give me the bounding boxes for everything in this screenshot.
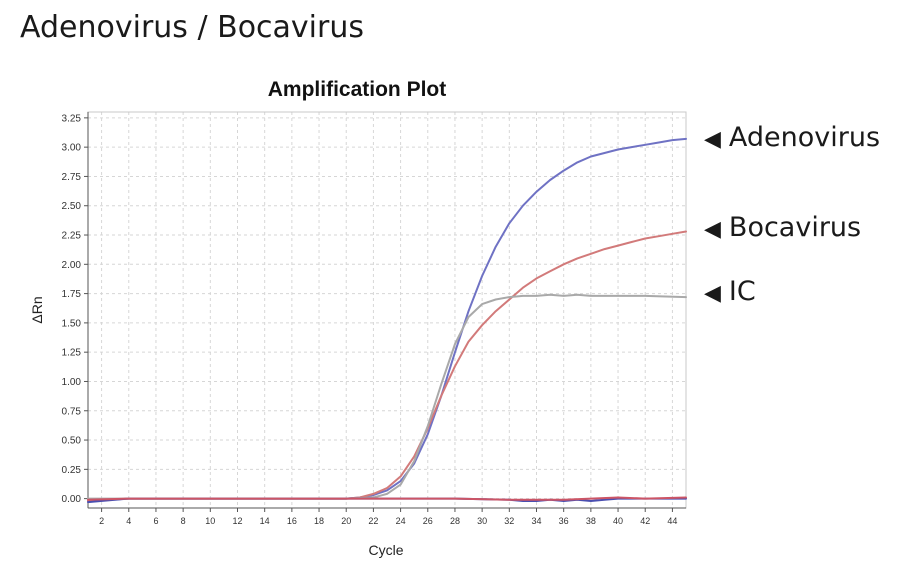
- y-tick-label: 1.00: [62, 377, 82, 388]
- x-tick-label: 28: [450, 516, 460, 526]
- x-tick-label: 32: [504, 516, 514, 526]
- x-tick-label: 10: [205, 516, 215, 526]
- x-tick-label: 14: [260, 516, 270, 526]
- x-tick-label: 40: [613, 516, 623, 526]
- y-tick-label: 0.75: [62, 406, 82, 417]
- x-tick-label: 2: [99, 516, 104, 526]
- y-tick-label: 0.25: [62, 465, 82, 476]
- x-tick-label: 8: [181, 516, 186, 526]
- x-tick-label: 44: [667, 516, 677, 526]
- legend-label-ic: IC: [728, 276, 756, 307]
- x-tick-label: 36: [559, 516, 569, 526]
- y-tick-label: 3.00: [62, 143, 82, 154]
- legend-label-adenovirus: Adenovirus: [728, 122, 881, 153]
- x-tick-label: 42: [640, 516, 650, 526]
- x-axis-label: Cycle: [368, 542, 403, 558]
- x-tick-label: 20: [341, 516, 351, 526]
- y-axis-label: ΔRn: [29, 296, 45, 323]
- y-tick-label: 2.25: [62, 231, 82, 242]
- legend-label-bocavirus: Bocavirus: [728, 212, 862, 243]
- x-tick-label: 30: [477, 516, 487, 526]
- y-tick-label: 2.50: [62, 201, 82, 212]
- y-tick-label: 2.00: [62, 260, 82, 271]
- x-tick-label: 18: [314, 516, 324, 526]
- x-tick-label: 26: [423, 516, 433, 526]
- plot-frame: [87, 111, 687, 509]
- x-tick-label: 16: [287, 516, 297, 526]
- series-line-adenovirus: [87, 137, 687, 502]
- x-tick-label: 12: [232, 516, 242, 526]
- left-arrow-icon: ◀: [704, 217, 721, 242]
- y-tick-label: 2.75: [62, 172, 82, 183]
- legend-item-adenovirus: ◀ Adenovirus: [704, 122, 880, 153]
- series-line-bocavirus: [87, 230, 687, 502]
- y-tick-label: 1.75: [62, 289, 82, 300]
- y-tick-label: 1.25: [62, 348, 82, 359]
- left-arrow-icon: ◀: [704, 127, 721, 152]
- grid: [88, 112, 686, 508]
- x-tick-label: 34: [531, 516, 541, 526]
- x-tick-label: 4: [126, 516, 131, 526]
- series-lines: [87, 137, 687, 504]
- left-arrow-icon: ◀: [704, 281, 721, 306]
- y-tick-label: 0.00: [62, 494, 82, 505]
- y-tick-label: 3.25: [62, 113, 82, 124]
- x-tick-label: 6: [153, 516, 158, 526]
- series-line-baseline-4: [87, 496, 687, 501]
- chart-title: Amplification Plot: [268, 78, 447, 101]
- series-line-ic: [87, 293, 687, 500]
- x-tick-label: 38: [586, 516, 596, 526]
- x-ticks: 2 4 6 8 10 12 14 16 18 20 22 24 26 28 30 32 34 36 38 40 42 44: [99, 508, 677, 526]
- legend-item-bocavirus: ◀ Bocavirus: [704, 212, 861, 243]
- x-tick-label: 24: [396, 516, 406, 526]
- legend-item-ic: ◀ IC: [704, 276, 756, 307]
- page-title: Adenovirus / Bocavirus: [20, 10, 364, 45]
- y-ticks: 0.00 0.25 0.50 0.75 1.00 1.25 1.50 1.75 2.00 2.25…: [62, 113, 88, 505]
- y-tick-label: 1.50: [62, 318, 82, 329]
- y-tick-label: 0.50: [62, 436, 82, 447]
- axes: [87, 111, 687, 509]
- x-tick-label: 22: [368, 516, 378, 526]
